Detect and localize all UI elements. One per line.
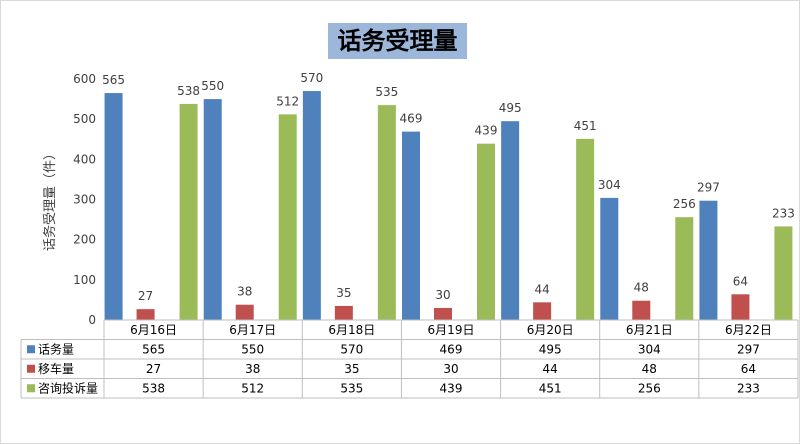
table-cell: 512 (241, 381, 264, 395)
legend-label: 话务量 (38, 341, 74, 356)
x-tick-label: 6月22日 (725, 323, 772, 337)
data-label: 495 (499, 101, 522, 115)
bar (774, 226, 793, 320)
data-label: 550 (201, 79, 224, 93)
bar (699, 200, 718, 320)
y-tick-label: 500 (73, 112, 96, 126)
legend-swatch (27, 384, 35, 393)
legend-label: 移车量 (38, 361, 74, 376)
x-tick-label: 6月16日 (130, 323, 177, 337)
bar (501, 121, 520, 320)
data-label: 30 (435, 288, 450, 302)
data-label: 565 (102, 73, 125, 87)
data-label: 64 (733, 274, 748, 288)
table-cell: 44 (543, 362, 558, 376)
data-label: 297 (697, 181, 720, 195)
bar (104, 93, 123, 320)
y-tick-label: 0 (88, 313, 96, 327)
bar (203, 99, 222, 320)
bar (136, 309, 155, 320)
data-label: 451 (574, 119, 597, 133)
table-cell: 550 (241, 342, 264, 356)
table-cell: 451 (539, 381, 562, 395)
table-cell: 495 (539, 342, 562, 356)
data-label: 48 (634, 281, 649, 295)
y-tick-label: 100 (73, 273, 96, 287)
table-cell: 48 (642, 362, 657, 376)
table-cell: 256 (638, 381, 661, 395)
x-tick-label: 6月20日 (527, 323, 574, 337)
bar (477, 143, 495, 320)
bar (731, 294, 750, 320)
data-label: 304 (598, 178, 621, 192)
table-cell: 439 (440, 381, 463, 395)
bar (533, 302, 552, 320)
table-cell: 570 (340, 342, 363, 356)
table-cell: 297 (737, 342, 760, 356)
y-tick-label: 400 (73, 152, 96, 166)
bar (179, 103, 198, 320)
table-cell: 304 (638, 342, 661, 356)
data-label: 538 (177, 84, 200, 98)
data-label: 512 (276, 94, 299, 108)
x-tick-label: 6月18日 (328, 323, 375, 337)
bar (576, 138, 595, 320)
table-cell: 64 (741, 362, 756, 376)
legend-swatch (27, 364, 35, 373)
data-label: 570 (300, 71, 323, 85)
data-label: 44 (535, 282, 550, 296)
bar (632, 300, 651, 320)
data-label: 35 (336, 286, 351, 300)
data-label: 439 (475, 124, 498, 138)
data-label: 38 (237, 285, 252, 299)
table-cell: 35 (344, 362, 359, 376)
bar (235, 304, 254, 320)
bar (434, 307, 452, 320)
y-tick-label: 600 (73, 72, 96, 86)
legend-swatch (27, 345, 35, 354)
bar (675, 217, 694, 320)
y-tick-label: 300 (73, 193, 96, 207)
table-cell: 535 (340, 381, 363, 395)
table-cell: 538 (142, 381, 165, 395)
table-cell: 469 (440, 342, 463, 356)
bar (402, 131, 420, 320)
data-label: 233 (772, 206, 795, 220)
y-axis-title: 话务受理量（件） (42, 147, 58, 251)
y-tick-label: 200 (73, 233, 96, 247)
legend-label: 咨询投诉量 (38, 380, 98, 395)
table-cell: 30 (443, 362, 458, 376)
table-cell: 38 (245, 362, 260, 376)
chart-title: 话务受理量 (328, 23, 467, 59)
bar (302, 91, 321, 320)
data-label: 256 (673, 197, 696, 211)
bar (334, 305, 353, 320)
bar (278, 114, 297, 320)
data-label: 469 (400, 112, 423, 126)
table-cell: 565 (142, 342, 165, 356)
table-cell: 27 (146, 362, 161, 376)
bar (377, 105, 396, 320)
data-label: 535 (375, 85, 398, 99)
x-tick-label: 6月19日 (428, 323, 475, 337)
data-label: 27 (138, 289, 153, 303)
x-tick-label: 6月17日 (229, 323, 276, 337)
bar (600, 197, 619, 320)
table-cell: 233 (737, 381, 760, 395)
x-tick-label: 6月21日 (626, 323, 673, 337)
